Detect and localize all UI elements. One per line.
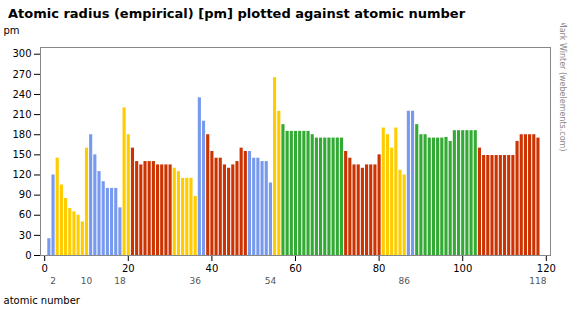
- svg-text:18: 18: [114, 276, 126, 286]
- svg-text:180: 180: [12, 129, 31, 140]
- svg-text:0: 0: [25, 250, 31, 261]
- svg-text:210: 210: [12, 109, 31, 120]
- svg-text:118: 118: [529, 276, 546, 286]
- svg-text:100: 100: [453, 263, 472, 274]
- svg-text:30: 30: [19, 230, 32, 241]
- svg-text:90: 90: [19, 189, 32, 200]
- svg-text:60: 60: [289, 263, 302, 274]
- svg-text:20: 20: [122, 263, 135, 274]
- svg-text:80: 80: [373, 263, 386, 274]
- svg-text:atomic number: atomic number: [4, 295, 81, 306]
- svg-text:54: 54: [265, 276, 277, 286]
- svg-text:60: 60: [19, 209, 32, 220]
- svg-text:120: 120: [537, 263, 556, 274]
- svg-text:40: 40: [206, 263, 219, 274]
- svg-text:10: 10: [81, 276, 93, 286]
- svg-text:0: 0: [41, 263, 47, 274]
- svg-text:86: 86: [398, 276, 410, 286]
- svg-text:120: 120: [12, 169, 31, 180]
- svg-text:240: 240: [12, 89, 31, 100]
- svg-text:150: 150: [12, 149, 31, 160]
- svg-text:36: 36: [189, 276, 201, 286]
- svg-text:2: 2: [50, 276, 56, 286]
- svg-text:pm: pm: [4, 25, 20, 36]
- svg-text:300: 300: [12, 48, 31, 59]
- html-text:Atomic radius (empirical) [pm]: Atomic radius (empirical) [pm] plotted a…: [8, 6, 466, 21]
- svg-text:270: 270: [12, 69, 31, 80]
- svg-text:© Mark Winter (webelements.com: © Mark Winter (webelements.com): [558, 23, 567, 152]
